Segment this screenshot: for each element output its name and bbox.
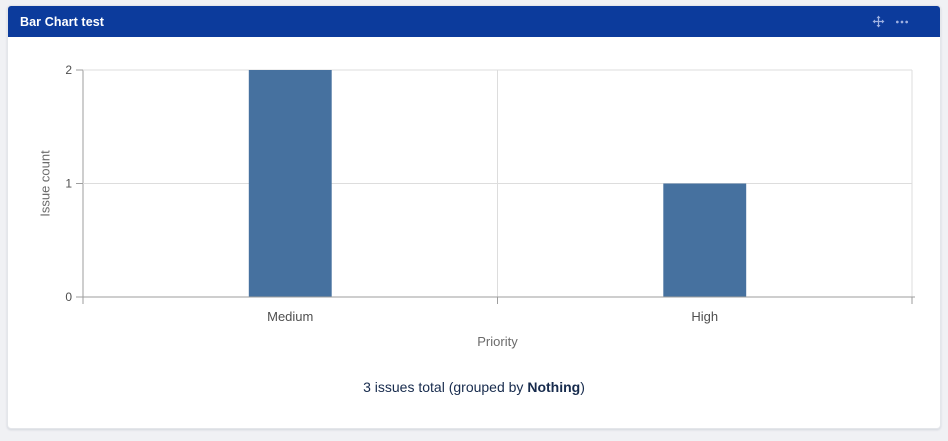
issues-summary: 3 issues total (grouped by Nothing) <box>8 379 940 395</box>
gadget-body: 0 1 2 Medium High Issue count Priority 3 issue… <box>8 37 940 395</box>
gadget-title: Bar Chart test <box>20 14 105 29</box>
bar-chart: 0 1 2 Medium High Issue count Priority <box>38 63 915 349</box>
bar-chart-gadget: Bar Chart test 0 1 2 Medium High Issue co <box>7 5 941 429</box>
x-category-label: High <box>691 309 718 324</box>
summary-text-after: ) <box>580 379 585 395</box>
summary-text-before: 3 issues total (grouped by <box>363 379 528 395</box>
x-category-label: Medium <box>267 309 313 324</box>
bar-high[interactable] <box>663 183 747 298</box>
move-gadget-icon[interactable] <box>870 13 887 30</box>
summary-group-label: Nothing <box>527 379 581 395</box>
gadget-actions <box>870 13 910 30</box>
y-tick-label: 0 <box>65 290 72 304</box>
y-axis-title: Issue count <box>38 150 53 217</box>
y-tick-label: 1 <box>65 177 72 191</box>
x-axis-title: Priority <box>477 334 518 349</box>
bar-medium[interactable] <box>248 70 332 297</box>
more-options-icon[interactable] <box>893 13 910 30</box>
y-tick-label: 2 <box>65 63 72 77</box>
gadget-header: Bar Chart test <box>8 6 940 37</box>
